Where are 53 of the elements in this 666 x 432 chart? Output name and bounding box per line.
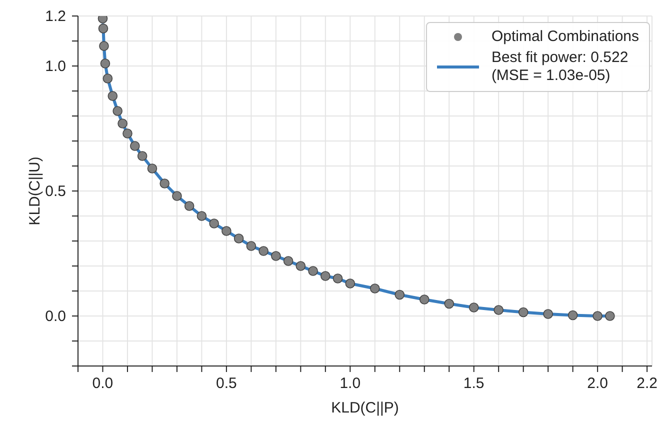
point [258,246,268,256]
point [370,284,380,294]
point [98,24,108,34]
point [184,201,194,211]
y-tick-label: 1.0 [45,58,66,75]
x-tick-label: 2.2 [636,375,658,392]
point [99,41,109,51]
point [345,278,356,288]
point [332,274,343,284]
point [122,128,132,138]
point [444,298,454,309]
x-tick-label: 1.5 [463,375,484,392]
point [160,178,170,188]
point [605,311,615,321]
x-tick-label: 0.0 [92,375,114,392]
point [283,256,294,266]
point [394,290,405,300]
point [147,164,158,174]
point [100,58,110,68]
y-tick-label: 1.2 [45,8,66,25]
point [130,141,140,151]
point [592,311,602,321]
x-tick-label: 1.0 [340,375,361,392]
point [102,74,113,84]
point [419,294,430,304]
point [494,305,504,315]
point [172,191,182,201]
y-tick-label: 0.0 [45,308,66,325]
x-tick-label: 2.0 [587,375,608,392]
point [137,151,148,161]
point [196,211,207,221]
point [112,106,122,116]
legend-label: Optimal Combinations [491,28,639,46]
point [209,218,219,228]
point [271,251,281,261]
point [568,310,578,320]
point [234,234,244,244]
x-axis-title: KLD(C||P) [331,400,399,417]
point [543,309,553,319]
legend-label: Best fit power: 0.522 (MSE = 1.03e-05) [491,49,628,85]
point [296,261,306,271]
y-tick-label: 0.5 [45,183,66,200]
point [108,91,118,101]
point [518,307,528,318]
x-tick-label: 0.5 [216,375,237,392]
point [222,226,232,236]
point [320,271,330,281]
y-axis-title: KLD(C||U) [26,156,44,226]
point [98,16,108,24]
point [118,118,128,128]
point [308,266,318,276]
point [468,302,479,312]
point [246,241,256,251]
